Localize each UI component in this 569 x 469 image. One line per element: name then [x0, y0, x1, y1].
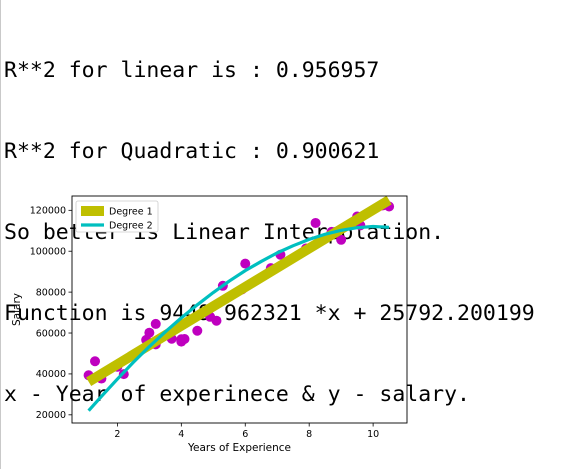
series-line-degree-2 — [87, 224, 390, 412]
x-tick-label: 2 — [114, 429, 120, 440]
y-tick-label: 100000 — [30, 247, 66, 258]
x-axis-label: Years of Experience — [187, 442, 291, 454]
data-point — [240, 258, 251, 269]
chart-plot-area — [83, 195, 395, 412]
x-tick-label: 8 — [306, 429, 312, 440]
data-point — [179, 333, 190, 344]
console-line-function: Function is 9449.962321 *x + 25792.20019… — [4, 301, 535, 326]
console-line-quadratic-r2: R**2 for Quadratic : 0.900621 — [4, 139, 380, 164]
y-axis-ticks: 20000 40000 60000 80000 100000 120000 — [30, 206, 72, 421]
y-tick-label: 120000 — [30, 206, 66, 217]
y-axis-label: Salary — [11, 293, 23, 326]
data-point — [192, 325, 203, 336]
x-tick-label: 4 — [178, 429, 184, 440]
y-tick-label: 60000 — [36, 328, 66, 339]
y-tick-label: 80000 — [36, 287, 66, 298]
data-point — [336, 234, 347, 245]
data-point — [144, 327, 155, 338]
legend-label: Degree 1 — [109, 207, 153, 218]
y-tick-label: 40000 — [36, 369, 66, 380]
chart-axes-frame — [71, 195, 408, 424]
chart: 2 4 6 8 10 20000400006000080000100000120000 … — [11, 195, 408, 454]
chart-legend: Degree 1 Degree 2 — [75, 200, 159, 233]
console-line-axes-note: x - Year of experinece & y - salary. — [4, 382, 470, 407]
window-left-border — [0, 0, 1, 469]
data-point — [90, 356, 101, 367]
x-tick-label: 6 — [242, 429, 248, 440]
data-point — [150, 318, 161, 329]
data-point — [310, 217, 321, 228]
y-tick-label: 20000 — [36, 410, 66, 421]
x-axis-ticks: 2 4 6 8 10 — [114, 423, 379, 440]
data-point — [211, 315, 222, 326]
console-line-linear-r2: R**2 for linear is : 0.956957 — [4, 58, 380, 83]
x-tick-label: 10 — [367, 429, 379, 440]
legend-label: Degree 2 — [109, 221, 153, 232]
